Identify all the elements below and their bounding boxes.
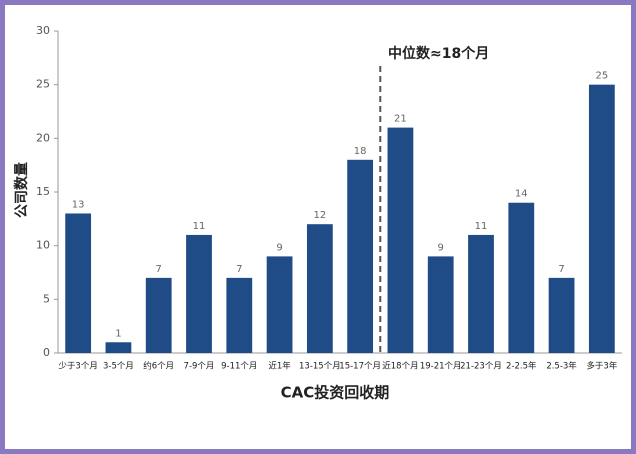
y-tick-label: 25 <box>36 78 50 91</box>
bar <box>105 342 132 353</box>
data-label: 25 <box>595 71 608 82</box>
bar <box>508 202 535 353</box>
y-tick-label: 20 <box>36 131 50 144</box>
x-tick-label: 19-21个月 <box>420 362 462 372</box>
y-tick-label: 5 <box>43 292 50 305</box>
annotation: 中位数≈18个月 <box>388 45 489 62</box>
bar <box>387 127 414 353</box>
bar <box>65 213 92 353</box>
data-label: 13 <box>72 199 85 210</box>
y-axis-label: 公司数量 <box>13 162 30 218</box>
bar <box>186 234 212 353</box>
y-tick-label: 30 <box>36 24 50 37</box>
x-tick-label: 多于3年 <box>586 361 617 372</box>
data-label: 9 <box>276 242 282 253</box>
bar <box>306 224 333 353</box>
x-tick-label: 3-5个月 <box>103 362 134 372</box>
y-tick-label: 10 <box>36 239 50 252</box>
data-label: 21 <box>394 114 407 125</box>
x-tick-label: 15-17个月 <box>339 362 381 372</box>
bar <box>548 277 575 353</box>
x-tick-label: 约6个月 <box>143 361 174 372</box>
bar <box>266 256 293 353</box>
bar <box>588 84 615 354</box>
bar <box>347 159 374 353</box>
x-tick-label: 近18个月 <box>382 361 418 372</box>
data-label: 18 <box>354 146 367 157</box>
x-tick-label: 9-11个月 <box>221 362 257 372</box>
x-tick-label: 2-2.5年 <box>506 361 537 372</box>
data-label: 7 <box>558 264 564 275</box>
x-axis-label: CAC投资回收期 <box>281 384 390 402</box>
data-label: 11 <box>193 221 206 232</box>
data-label: 11 <box>475 221 488 232</box>
y-tick-label: 15 <box>36 185 50 198</box>
data-label: 7 <box>236 264 242 275</box>
x-tick-label: 21-23个月 <box>460 362 502 372</box>
y-tick-label: 0 <box>43 346 50 359</box>
x-tick-label: 13-15个月 <box>299 362 341 372</box>
x-tick-label: 2.5-3年 <box>546 361 577 372</box>
bar <box>427 256 454 353</box>
x-tick-label: 近1年 <box>268 361 291 372</box>
x-tick-label: 少于3个月 <box>58 362 97 372</box>
bar <box>468 234 494 353</box>
data-label: 12 <box>313 210 326 221</box>
x-tick-label: 7-9个月 <box>184 362 215 372</box>
data-label: 14 <box>515 189 528 200</box>
bar <box>145 277 172 353</box>
bar <box>226 277 253 353</box>
data-label: 7 <box>156 264 162 275</box>
data-label: 9 <box>438 242 444 253</box>
data-label: 1 <box>115 328 121 339</box>
